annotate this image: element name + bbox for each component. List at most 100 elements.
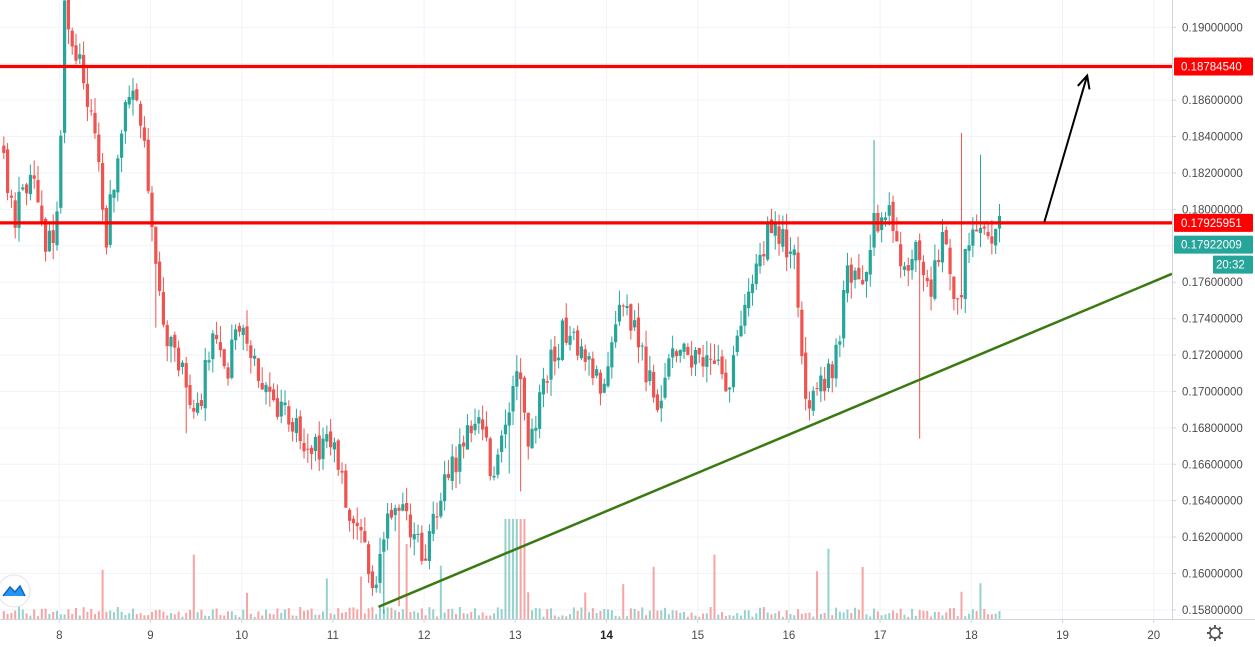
candle-body	[488, 438, 492, 476]
candle-body	[6, 149, 10, 193]
countdown-label: 20:32	[1216, 260, 1245, 272]
candle-body	[811, 390, 815, 411]
candle-body	[796, 252, 800, 308]
y-tick-label: 0.19000000	[1182, 22, 1243, 34]
gear-tooth	[1208, 636, 1212, 640]
volume-bar	[71, 614, 74, 619]
volume-bar	[873, 608, 876, 619]
candle-body	[44, 218, 48, 252]
volume-bar	[333, 614, 336, 619]
volume-bar	[40, 608, 43, 619]
volume-bar	[694, 615, 697, 619]
candle-body	[507, 412, 511, 426]
candle-body	[401, 504, 405, 511]
volume-bar	[747, 610, 750, 619]
volume-bar	[21, 609, 24, 619]
volume-bar	[968, 613, 971, 619]
volume-bar	[960, 591, 963, 619]
volume-bar	[390, 607, 393, 619]
candle-body	[241, 327, 245, 336]
candle-body	[762, 253, 766, 257]
volume-bar	[105, 611, 108, 619]
volume-bar	[382, 609, 385, 619]
volume-bar	[6, 613, 9, 619]
candle-body	[902, 266, 907, 270]
y-tick-label: 0.17200000	[1182, 350, 1243, 362]
volume-bar	[360, 576, 363, 619]
candle-body	[598, 372, 603, 394]
x-tick-label: 13	[509, 630, 522, 642]
candle-body	[819, 375, 823, 392]
candle-body	[2, 145, 6, 153]
candle-body	[332, 442, 337, 450]
volume-bar	[933, 611, 936, 619]
volume-bar	[500, 609, 503, 619]
volume-bar	[189, 609, 192, 619]
candle-body	[883, 217, 888, 221]
candle-body	[427, 531, 432, 561]
candle-body	[857, 267, 861, 280]
candle-body	[739, 325, 743, 337]
volume-bar	[618, 616, 621, 619]
volume-bar	[740, 615, 743, 619]
volume-bar	[82, 607, 85, 619]
x-tick-label: 10	[235, 630, 248, 642]
volume-bar	[534, 608, 537, 619]
volume-bar	[580, 607, 583, 619]
candle-body	[192, 407, 196, 412]
volume-bar	[128, 613, 131, 619]
volume-bar	[257, 611, 260, 619]
candle-body	[785, 229, 789, 258]
candle-body	[948, 247, 952, 275]
volume-bar	[249, 613, 252, 619]
volume-bar	[857, 609, 860, 619]
volume-bar	[702, 613, 705, 619]
candle-body	[139, 103, 143, 126]
volume-bar	[523, 519, 526, 619]
candle-body	[165, 324, 169, 347]
candle-body	[918, 240, 922, 261]
volume-bar	[633, 608, 636, 619]
candle-body	[199, 400, 204, 406]
candle-body	[230, 339, 234, 378]
candle-body	[405, 502, 409, 512]
candle-body	[469, 425, 473, 434]
volume-bar	[329, 613, 332, 619]
gear-icon[interactable]	[1207, 625, 1223, 641]
volume-bar	[135, 614, 138, 619]
volume-bar	[375, 614, 378, 619]
candle-body	[420, 532, 424, 562]
candle-body	[416, 533, 420, 535]
volume-bar	[569, 614, 572, 619]
volume-bar	[447, 609, 450, 619]
volume-bar	[789, 614, 792, 619]
candle-body	[203, 360, 207, 409]
volume-bar	[660, 610, 663, 619]
candle-body	[925, 277, 929, 282]
candle-body	[78, 54, 82, 59]
candle-body	[378, 553, 382, 583]
candle-body	[701, 357, 705, 367]
candle-body	[834, 344, 838, 379]
volume-bar	[352, 607, 355, 619]
candle-body	[568, 335, 572, 345]
candle-body	[256, 358, 261, 382]
candle-body	[370, 571, 375, 589]
volume-bar	[29, 615, 32, 619]
candle-body	[492, 475, 496, 478]
volume-bar	[629, 608, 632, 619]
volume-bar	[481, 612, 484, 619]
candle-body	[21, 187, 25, 190]
candle-body	[85, 83, 90, 107]
x-tick-label: 11	[327, 630, 339, 642]
x-tick-label: 17	[874, 630, 887, 642]
volume-bar	[113, 612, 116, 619]
volume-bar	[413, 611, 416, 619]
volume-bar	[941, 615, 944, 619]
y-tick-label: 0.17400000	[1182, 314, 1243, 326]
volume-bar	[344, 611, 347, 619]
volume-bar	[736, 613, 739, 619]
candle-body	[446, 474, 451, 478]
candle-body	[36, 180, 40, 203]
